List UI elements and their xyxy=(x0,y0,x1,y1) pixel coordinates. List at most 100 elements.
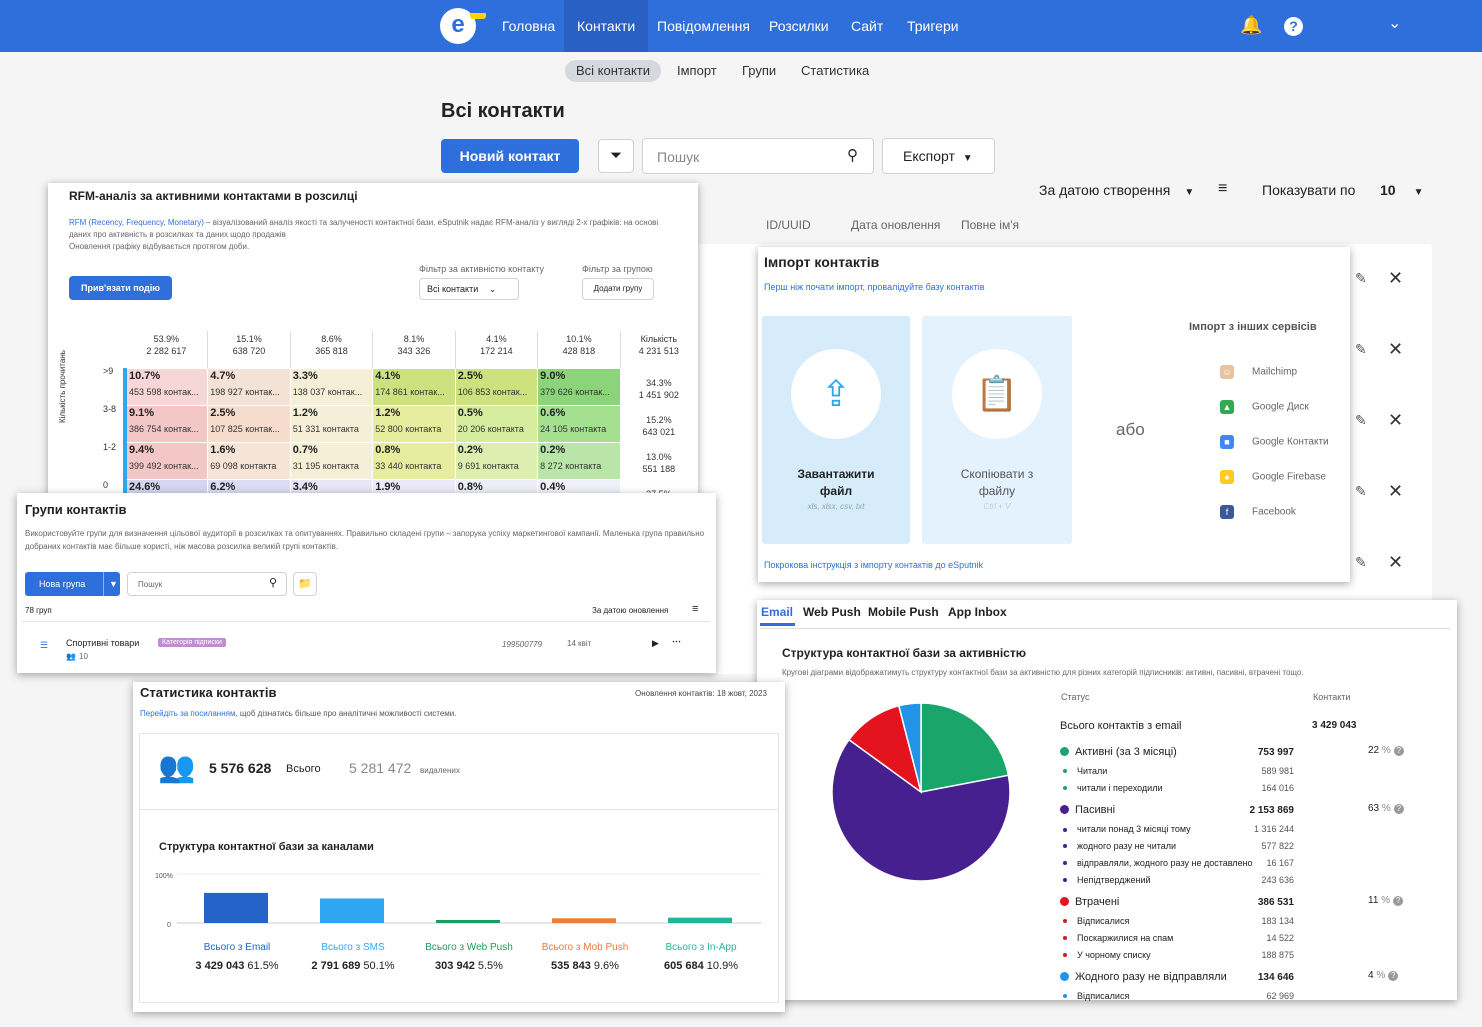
tab-mobile-push[interactable]: Mobile Push xyxy=(868,605,939,619)
nav-contacts[interactable]: Контакти xyxy=(564,0,649,52)
subnav-all-contacts[interactable]: Всі контакти xyxy=(565,60,662,82)
groups-search-input[interactable]: Пошук ⚲ xyxy=(127,572,287,596)
subnav-statistics[interactable]: Статистика xyxy=(801,63,870,78)
bar-4[interactable] xyxy=(668,917,732,923)
status-dot xyxy=(1063,919,1067,924)
add-group-button[interactable]: Додати групу xyxy=(582,278,654,300)
tab-app-inbox[interactable]: App Inbox xyxy=(948,605,1007,619)
import-guide-link[interactable]: Покрокова інструкція з імпорту контактів… xyxy=(764,560,984,570)
column-updated[interactable]: Дата оновлення xyxy=(851,218,941,232)
rfm-cell[interactable]: 3.3% 138 037 контак... xyxy=(289,368,374,406)
import-service-item[interactable]: ☺ Mailchimp xyxy=(1220,365,1297,379)
rfm-cell[interactable]: 0.6% 24 105 контакта xyxy=(537,405,621,443)
edit-icon[interactable]: ✎ xyxy=(1355,483,1367,499)
import-service-item[interactable]: ♠ Google Firebase xyxy=(1220,470,1326,484)
sort-order-icon[interactable]: ≡ xyxy=(692,603,699,615)
bind-event-button[interactable]: Прив'язати подію xyxy=(69,276,172,300)
search-icon[interactable]: ⚲ xyxy=(269,577,278,589)
sort-select[interactable]: За датою створення ▼ xyxy=(1039,182,1194,198)
bar-0[interactable] xyxy=(204,892,268,923)
copy-file-tile[interactable]: 📋 Скопіювати з файлу Ctrl + V xyxy=(922,316,1072,544)
edit-icon[interactable]: ✎ xyxy=(1355,554,1367,570)
search-icon[interactable]: ⚲ xyxy=(847,147,858,164)
delete-icon[interactable]: ✕ xyxy=(1388,481,1404,501)
nav-site[interactable]: Сайт xyxy=(851,18,884,34)
rfm-cell[interactable]: 1.2% 51 331 контакта xyxy=(289,405,374,443)
group-name[interactable]: Спортивні товари xyxy=(66,638,140,648)
info-icon[interactable]: ? xyxy=(1393,896,1404,907)
export-button[interactable]: Експорт ▼ xyxy=(882,138,995,174)
delete-icon[interactable]: ✕ xyxy=(1388,268,1404,288)
import-title: Імпорт контактів xyxy=(764,254,880,270)
pie-slice-1 xyxy=(831,738,1011,882)
import-card: Імпорт контактів Перш ніж почати імпорт,… xyxy=(758,247,1350,582)
rfm-cell[interactable]: 2.5% 106 853 контак... xyxy=(454,368,539,406)
bar-3[interactable] xyxy=(552,918,616,923)
sort-order-icon[interactable]: ≡ xyxy=(1218,180,1228,197)
info-icon[interactable]: ? xyxy=(1393,746,1404,756)
edit-icon[interactable]: ✎ xyxy=(1355,412,1367,428)
help-icon[interactable]: ? xyxy=(1284,17,1303,36)
import-service-item[interactable]: f Facebook xyxy=(1220,505,1296,519)
pie-slice-3 xyxy=(897,702,922,793)
nav-triggers[interactable]: Тригери xyxy=(907,18,959,34)
rfm-cell[interactable]: 10.7% 453 598 контак... xyxy=(123,368,209,406)
rfm-cell[interactable]: 2.5% 107 825 контак... xyxy=(207,405,291,443)
chevron-down-icon[interactable]: ⌄ xyxy=(1388,15,1402,32)
activity-filter-select[interactable]: Всі контакти ⌄ xyxy=(419,278,519,300)
nav-campaigns[interactable]: Розсилки xyxy=(769,18,829,34)
col-status: Статус xyxy=(1061,692,1090,702)
bell-icon[interactable]: 🔔 xyxy=(1240,15,1263,35)
new-contact-button[interactable]: Новий контакт xyxy=(441,139,579,173)
stats-total: 5 576 628 xyxy=(209,760,272,776)
search-input[interactable]: Пошук ⚲ xyxy=(642,138,874,174)
column-full-name[interactable]: Повне ім'я xyxy=(961,218,1020,232)
bar-1[interactable] xyxy=(320,898,384,923)
filter-icon[interactable]: ⏷ xyxy=(598,139,634,173)
rfm-cell[interactable]: 9.1% 386 754 контак... xyxy=(123,405,209,443)
play-icon[interactable]: ▶ xyxy=(652,638,659,648)
upload-file-tile[interactable]: ⇪ Завантажити файл xls, xlsx, csv, txt xyxy=(762,316,910,544)
new-group-button[interactable]: Нова група ▼ xyxy=(25,572,120,596)
subnav-groups[interactable]: Групи xyxy=(742,63,777,78)
delete-icon[interactable]: ✕ xyxy=(1388,552,1404,572)
rfm-cell[interactable]: 1.2% 52 800 контакта xyxy=(372,405,456,443)
nav-messages[interactable]: Повідомлення xyxy=(657,18,750,34)
chevron-down-icon[interactable]: ▼ xyxy=(103,572,118,596)
tab-email[interactable]: Email xyxy=(761,605,794,619)
rfm-cell[interactable]: 9.0% 379 626 контак... xyxy=(537,368,621,406)
import-validate-link[interactable]: Перш ніж почати імпорт, провалідуйте баз… xyxy=(764,282,985,292)
delete-icon[interactable]: ✕ xyxy=(1388,339,1404,359)
rfm-cell[interactable]: 4.7% 198 927 контак... xyxy=(207,368,291,406)
info-icon[interactable]: ? xyxy=(1388,971,1399,982)
rfm-column-header: 8.1% 343 326 xyxy=(372,331,456,369)
import-service-item[interactable]: ■ Google Контакти xyxy=(1220,435,1329,449)
rfm-cell[interactable]: 0.7% 31 195 контакта xyxy=(289,442,374,480)
bar-2[interactable] xyxy=(436,920,500,923)
subnav-import[interactable]: Імпорт xyxy=(677,63,717,78)
group-row[interactable]: ☰ Спортивні товари Категорія підписки 👥 … xyxy=(22,621,710,669)
edit-icon[interactable]: ✎ xyxy=(1355,341,1367,357)
rfm-link[interactable]: RFM (Recency, Frequency, Monetary) xyxy=(69,218,204,227)
rfm-cell[interactable]: 0.2% 8 272 контакта xyxy=(537,442,621,480)
rfm-cell[interactable]: 1.6% 69 098 контакта xyxy=(207,442,291,480)
rfm-cell[interactable]: 0.5% 20 206 контакта xyxy=(454,405,539,443)
rfm-cell[interactable]: 0.2% 9 691 контакта xyxy=(454,442,539,480)
nav-home[interactable]: Головна xyxy=(502,18,556,34)
rfm-cell[interactable]: 9.4% 399 492 контак... xyxy=(123,442,209,480)
column-id[interactable]: ID/UUID xyxy=(766,218,811,232)
bar-value-label: 303 942 5.5% xyxy=(435,960,503,972)
page-size-select[interactable]: 10 ▼ xyxy=(1380,182,1423,198)
info-icon[interactable]: ? xyxy=(1393,804,1404,815)
delete-icon[interactable]: ✕ xyxy=(1388,410,1404,430)
import-service-item[interactable]: ▲ Google Диск xyxy=(1220,400,1309,414)
rfm-cell[interactable]: 0.8% 33 440 контакта xyxy=(372,442,456,480)
groups-sort[interactable]: За датою оновлення xyxy=(592,606,669,615)
rfm-column-header: 4.1% 172 214 xyxy=(454,331,539,369)
more-icon[interactable]: ⋯ xyxy=(672,636,681,646)
edit-icon[interactable]: ✎ xyxy=(1355,270,1367,286)
tab-web-push[interactable]: Web Push xyxy=(803,605,861,619)
folder-sys-icon[interactable]: 📁 xyxy=(293,572,317,596)
stats-link[interactable]: Перейдіть за посиланням xyxy=(140,709,236,718)
rfm-cell[interactable]: 4.1% 174 861 контак... xyxy=(372,368,456,406)
